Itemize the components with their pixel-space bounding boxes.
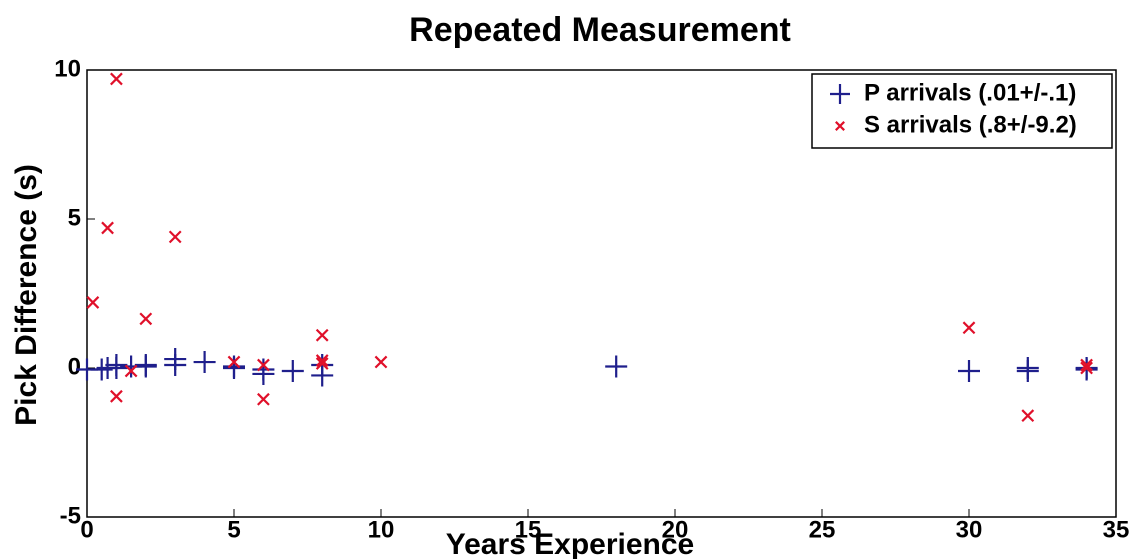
plot-frame bbox=[86, 69, 1117, 518]
legend-label: S arrivals (.8+/-9.2) bbox=[864, 111, 1077, 138]
plus-marker bbox=[105, 357, 128, 379]
chart-title: Repeated Measurement bbox=[409, 11, 791, 49]
x-marker bbox=[124, 364, 138, 378]
plus-marker bbox=[252, 358, 275, 381]
x-marker bbox=[139, 312, 153, 326]
plus-marker bbox=[164, 354, 187, 377]
legend-label: P arrivals (.01+/-.1) bbox=[864, 79, 1076, 106]
x-marker bbox=[962, 321, 976, 335]
x-marker bbox=[110, 72, 123, 86]
y-tick-label: 10 bbox=[54, 55, 81, 82]
x-marker bbox=[227, 355, 241, 369]
x-tick-label: 10 bbox=[368, 516, 395, 543]
x-marker bbox=[315, 357, 329, 370]
plus-marker bbox=[281, 359, 304, 382]
x-marker bbox=[86, 296, 100, 309]
plus-marker bbox=[193, 351, 216, 374]
x-marker bbox=[101, 221, 114, 235]
plus-marker bbox=[958, 359, 980, 382]
x-marker bbox=[257, 392, 270, 406]
x-axis-label: Years Experience bbox=[446, 528, 695, 559]
y-tick-label: 5 bbox=[68, 204, 81, 231]
y-tick-label: -5 bbox=[60, 502, 81, 529]
plus-marker bbox=[223, 357, 245, 379]
plus-marker bbox=[1016, 357, 1039, 379]
x-marker bbox=[315, 328, 329, 342]
x-marker bbox=[835, 121, 845, 131]
x-tick-label: 15 bbox=[515, 516, 542, 543]
x-marker bbox=[1080, 358, 1093, 372]
legend-box bbox=[811, 73, 1113, 149]
x-tick-label: 0 bbox=[80, 516, 93, 543]
y-axis-label: Pick Difference (s) bbox=[10, 164, 43, 426]
x-tick-label: 5 bbox=[227, 516, 240, 543]
x-tick-label: 30 bbox=[956, 516, 983, 543]
x-marker bbox=[168, 230, 182, 244]
plus-marker bbox=[605, 355, 628, 378]
y-tick-label: 0 bbox=[68, 353, 81, 380]
x-tick-label: 20 bbox=[662, 516, 689, 543]
plus-marker bbox=[90, 358, 113, 381]
x-marker bbox=[257, 358, 270, 372]
plus-marker bbox=[830, 84, 850, 104]
x-marker bbox=[1021, 409, 1035, 423]
x-marker bbox=[374, 355, 388, 369]
x-tick-label: 35 bbox=[1103, 516, 1130, 543]
x-tick-label: 25 bbox=[809, 516, 836, 543]
plus-marker bbox=[134, 355, 157, 378]
x-marker bbox=[110, 389, 123, 403]
x-marker bbox=[315, 354, 329, 367]
x-marker bbox=[1080, 361, 1093, 375]
